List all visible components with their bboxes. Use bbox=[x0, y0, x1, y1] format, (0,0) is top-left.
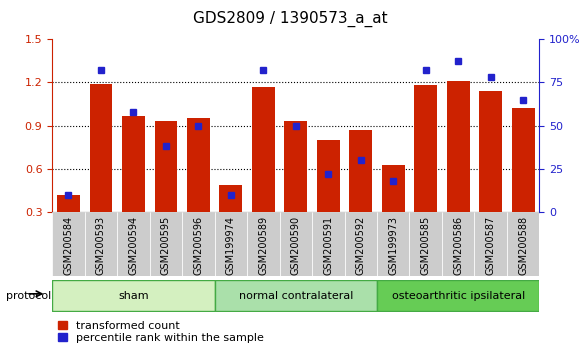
Text: GSM200595: GSM200595 bbox=[161, 216, 171, 275]
Bar bbox=[479, 91, 502, 212]
Bar bbox=[377, 212, 409, 276]
Text: GSM200596: GSM200596 bbox=[193, 216, 204, 275]
Bar bbox=[252, 87, 275, 212]
Bar bbox=[215, 212, 247, 276]
Text: GDS2809 / 1390573_a_at: GDS2809 / 1390573_a_at bbox=[193, 11, 387, 27]
Text: GSM200589: GSM200589 bbox=[258, 216, 269, 275]
Text: protocol: protocol bbox=[6, 291, 51, 301]
Bar bbox=[284, 121, 307, 212]
Bar bbox=[382, 165, 405, 212]
Text: GSM200592: GSM200592 bbox=[356, 216, 366, 275]
Bar bbox=[414, 85, 437, 212]
Text: GSM200593: GSM200593 bbox=[96, 216, 106, 275]
Text: GSM200591: GSM200591 bbox=[323, 216, 333, 275]
Bar bbox=[512, 108, 535, 212]
Bar bbox=[219, 185, 242, 212]
FancyBboxPatch shape bbox=[377, 280, 539, 311]
Bar bbox=[187, 119, 210, 212]
FancyBboxPatch shape bbox=[215, 280, 377, 311]
Bar bbox=[150, 212, 182, 276]
Bar bbox=[442, 212, 474, 276]
Text: GSM200588: GSM200588 bbox=[518, 216, 528, 275]
Text: GSM200586: GSM200586 bbox=[453, 216, 463, 275]
Bar bbox=[312, 212, 345, 276]
Bar bbox=[122, 115, 145, 212]
Text: GSM200584: GSM200584 bbox=[63, 216, 74, 275]
Bar bbox=[507, 212, 539, 276]
Text: GSM200587: GSM200587 bbox=[485, 216, 496, 275]
Bar bbox=[409, 212, 442, 276]
Legend: transformed count, percentile rank within the sample: transformed count, percentile rank withi… bbox=[58, 321, 263, 343]
FancyBboxPatch shape bbox=[52, 280, 215, 311]
Text: GSM199974: GSM199974 bbox=[226, 216, 236, 275]
Bar bbox=[89, 84, 113, 212]
Text: GSM200590: GSM200590 bbox=[291, 216, 301, 275]
Text: GSM200585: GSM200585 bbox=[420, 216, 431, 275]
Bar bbox=[52, 212, 85, 276]
Bar bbox=[247, 212, 280, 276]
Bar bbox=[317, 140, 340, 212]
Bar bbox=[474, 212, 507, 276]
Bar bbox=[117, 212, 150, 276]
Bar bbox=[85, 212, 117, 276]
Text: GSM199973: GSM199973 bbox=[388, 216, 398, 275]
Bar bbox=[349, 130, 372, 212]
Bar bbox=[447, 81, 470, 212]
Text: GSM200594: GSM200594 bbox=[128, 216, 139, 275]
Text: osteoarthritic ipsilateral: osteoarthritic ipsilateral bbox=[392, 291, 525, 301]
Bar bbox=[280, 212, 312, 276]
Text: sham: sham bbox=[118, 291, 148, 301]
Bar bbox=[182, 212, 215, 276]
Bar bbox=[154, 121, 177, 212]
Bar bbox=[345, 212, 377, 276]
Text: normal contralateral: normal contralateral bbox=[238, 291, 353, 301]
Bar bbox=[57, 195, 80, 212]
